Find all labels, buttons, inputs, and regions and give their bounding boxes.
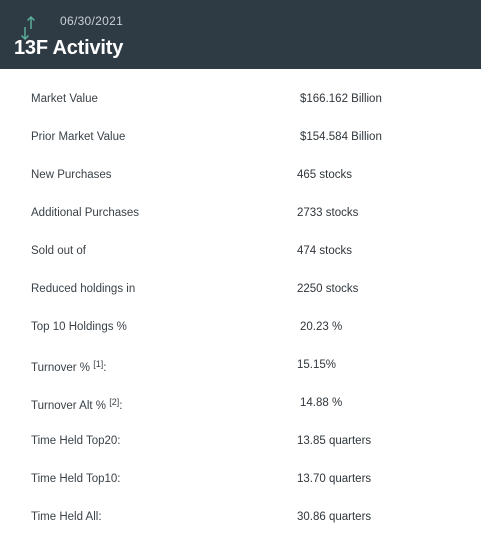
row-label: Turnover Alt % [2]: <box>31 397 122 412</box>
row-label: Time Held Top10: <box>31 473 121 485</box>
row-label: Prior Market Value <box>31 131 126 143</box>
sort-arrows-icon[interactable] <box>21 15 35 41</box>
turnover-label-text: Turnover % <box>31 362 91 374</box>
activity-list: Market Value $166.162 Billion Prior Mark… <box>0 81 481 537</box>
row-reduced-holdings: Reduced holdings in 2250 stocks <box>0 271 481 309</box>
row-label: Time Held Top20: <box>31 435 121 447</box>
row-time-held-top20: Time Held Top20: 13.85 quarters <box>0 423 481 461</box>
row-label: New Purchases <box>31 169 112 181</box>
row-value: $166.162 Billion <box>300 93 382 105</box>
row-turnover-alt: Turnover Alt % [2]: 14.88 % <box>0 385 481 423</box>
row-value: 20.23 % <box>300 321 343 333</box>
row-additional-purchases: Additional Purchases 2733 stocks <box>0 195 481 233</box>
row-label: Sold out of <box>31 245 86 257</box>
footnote-link-1[interactable]: [1] <box>93 359 104 369</box>
label-colon: : <box>119 400 123 412</box>
row-value: $154.584 Billion <box>300 131 382 143</box>
row-new-purchases: New Purchases 465 stocks <box>0 157 481 195</box>
row-label: Market Value <box>31 93 98 105</box>
page-title: 13F Activity <box>14 37 124 59</box>
row-value: 30.86 quarters <box>297 511 372 523</box>
row-label: Reduced holdings in <box>31 283 136 295</box>
label-colon: : <box>103 362 107 374</box>
row-value: 13.70 quarters <box>297 473 372 485</box>
footnote-link-2[interactable]: [2] <box>109 397 120 407</box>
row-value: 13.85 quarters <box>297 435 372 447</box>
row-market-value: Market Value $166.162 Billion <box>0 81 481 119</box>
row-label: Top 10 Holdings % <box>31 321 127 333</box>
row-value: 14.88 % <box>300 397 343 409</box>
header: 06/30/2021 13F Activity <box>0 0 481 69</box>
row-time-held-all: Time Held All: 30.86 quarters <box>0 499 481 537</box>
row-label: Turnover % [1]: <box>31 359 106 374</box>
row-sold-out-of: Sold out of 474 stocks <box>0 233 481 271</box>
row-value: 2250 stocks <box>297 283 359 295</box>
row-value: 465 stocks <box>297 169 352 181</box>
row-top10-holdings: Top 10 Holdings % 20.23 % <box>0 309 481 347</box>
row-time-held-top10: Time Held Top10: 13.70 quarters <box>0 461 481 499</box>
row-value: 474 stocks <box>297 245 352 257</box>
report-date: 06/30/2021 <box>60 14 124 28</box>
row-turnover: Turnover % [1]: 15.15% <box>0 347 481 385</box>
row-value: 2733 stocks <box>297 207 359 219</box>
row-label: Time Held All: <box>31 511 102 523</box>
turnover-alt-label-text: Turnover Alt % <box>31 400 106 412</box>
row-label: Additional Purchases <box>31 207 140 219</box>
row-prior-market-value: Prior Market Value $154.584 Billion <box>0 119 481 157</box>
row-value: 15.15% <box>297 359 337 371</box>
